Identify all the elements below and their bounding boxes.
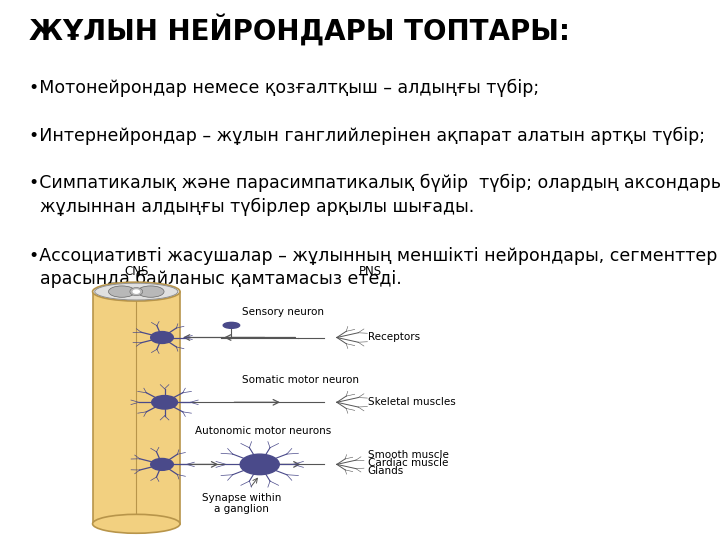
Circle shape [150,332,174,343]
Text: Glands: Glands [368,466,404,476]
Text: Cardiac muscle: Cardiac muscle [368,458,448,468]
Text: PNS: PNS [359,265,382,278]
Ellipse shape [138,286,164,297]
Text: Smooth muscle: Smooth muscle [368,450,449,460]
Circle shape [240,454,279,475]
Circle shape [150,458,174,470]
Text: Autonomic motor neurons: Autonomic motor neurons [195,426,332,436]
Ellipse shape [130,287,143,296]
Text: Synapse within
a ganglion: Synapse within a ganglion [202,492,282,514]
Text: Somatic motor neuron: Somatic motor neuron [242,375,359,384]
Text: ЖҰЛЫН НЕЙРОНДАРЫ ТОПТАРЫ:: ЖҰЛЫН НЕЙРОНДАРЫ ТОПТАРЫ: [29,14,570,46]
Text: Sensory neuron: Sensory neuron [242,307,324,317]
Ellipse shape [109,286,135,297]
Text: •Мотонейрондар немесе қозғалтқыш – алдыңғы түбір;: •Мотонейрондар немесе қозғалтқыш – алдың… [29,79,539,97]
Bar [93,292,180,524]
Text: •Ассоциативті жасушалар – жұлынның меншікті нейрондары, сегменттер
  арасында ба: •Ассоциативті жасушалар – жұлынның менші… [29,247,717,288]
Ellipse shape [95,283,178,300]
Text: •Интернейрондар – жұлын ганглийлерінен ақпарат алатын артқы түбір;: •Интернейрондар – жұлын ганглийлерінен а… [29,126,705,145]
Text: •Симпатикалық және парасимпатикалық бүйір  түбір; олардың аксондары
  жұлыннан а: •Симпатикалық және парасимпатикалық бүйі… [29,174,720,215]
Text: CNS: CNS [124,265,148,278]
Text: Receptors: Receptors [368,333,420,342]
Ellipse shape [93,282,180,301]
Text: Skeletal muscles: Skeletal muscles [368,397,456,407]
Circle shape [152,395,177,409]
Circle shape [133,290,140,293]
Ellipse shape [223,322,240,328]
Ellipse shape [93,514,180,534]
